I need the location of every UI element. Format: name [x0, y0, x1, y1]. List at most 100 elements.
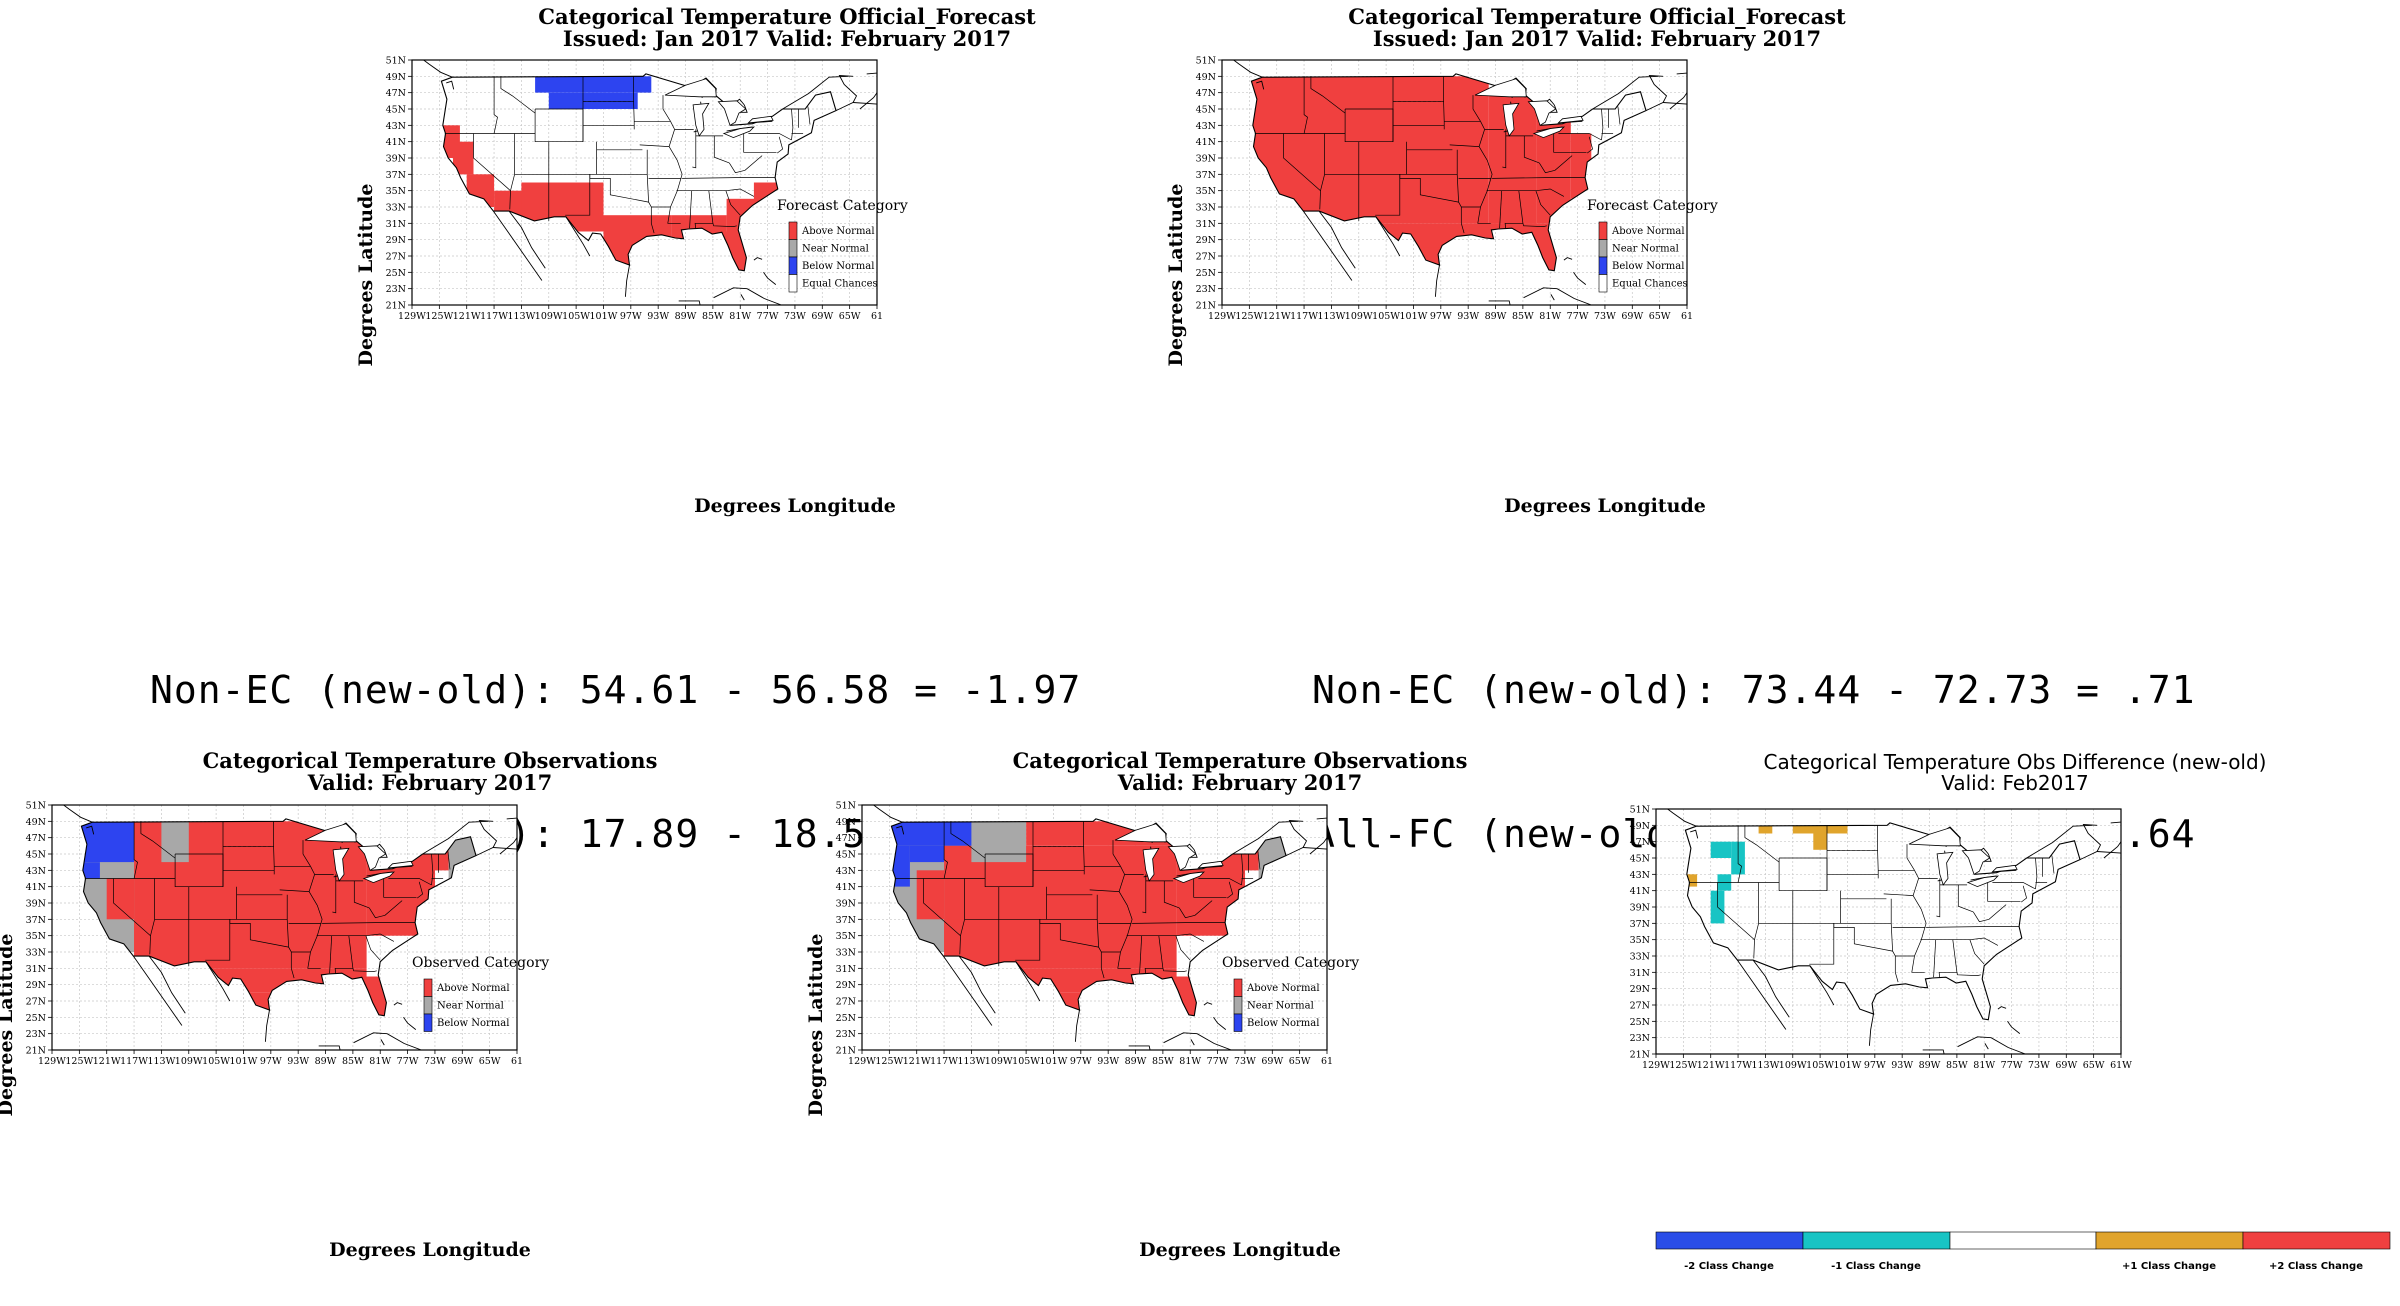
- category-cell-below: [81, 821, 135, 863]
- lon-tick-label: 89W: [1125, 1056, 1147, 1067]
- category-cell-above: [944, 845, 1177, 969]
- coastline: [859, 92, 877, 110]
- lon-tick-label: 85W: [1152, 1056, 1174, 1067]
- state-boundary: [1162, 968, 1187, 972]
- map-frame: [1655, 808, 2122, 1055]
- state-boundary: [1906, 844, 1915, 871]
- lon-tick-label: 77W: [757, 311, 779, 322]
- lon-tick-label: 73W: [424, 1056, 446, 1067]
- lon-tick-label: 73W: [784, 311, 806, 322]
- lat-tick-label: 47N: [1630, 837, 1650, 848]
- coastline: [86, 825, 95, 835]
- state-boundary: [149, 878, 155, 955]
- great-lake: [332, 847, 350, 882]
- great-lake: [1172, 871, 1205, 884]
- legend-item-label: Above Normal: [1611, 226, 1685, 237]
- state-boundary: [1717, 882, 1755, 940]
- state-boundary: [500, 76, 536, 114]
- state-boundary: [273, 821, 275, 875]
- lon-tick-label: 113W: [1317, 311, 1345, 322]
- great-lake: [1527, 100, 1557, 126]
- lat-tick-label: 49N: [1630, 821, 1650, 832]
- legend-swatch: [788, 239, 798, 258]
- coastline: [1015, 961, 1041, 1002]
- map-lines: [63, 805, 517, 1050]
- coastline: [763, 272, 777, 285]
- state-boundary: [1046, 886, 1098, 920]
- coastline: [478, 820, 498, 848]
- lat-tick-label: 43N: [26, 866, 46, 877]
- category-cell-above: [944, 919, 972, 952]
- lon-tick-label: 109W: [175, 1056, 203, 1067]
- colorbar-zero: [1949, 1231, 2097, 1250]
- lon-tick-label: 89W: [315, 1056, 337, 1067]
- colorbar-plus1: [2095, 1231, 2244, 1250]
- state-boundary: [950, 821, 986, 859]
- great-lake: [1966, 875, 1999, 888]
- state-boundary: [1443, 76, 1445, 130]
- state-boundary: [353, 880, 370, 909]
- lon-tick-label: 113W: [1751, 1060, 1779, 1071]
- coastline: [1982, 853, 1992, 862]
- lon-tick-label: 105W: [1806, 1060, 1834, 1071]
- lat-tick-label: 39N: [386, 154, 406, 165]
- lon-tick-label: 65W: [839, 311, 861, 322]
- great-lake: [1961, 849, 1991, 875]
- legend-swatch: [788, 221, 798, 240]
- state-boundary: [1198, 878, 1242, 886]
- great-lake: [1114, 823, 1167, 843]
- state-boundary: [596, 141, 648, 175]
- lon-tick-label: 97W: [1430, 311, 1452, 322]
- map-lines: [873, 805, 1327, 1050]
- legend-title: Forecast Category: [777, 198, 908, 214]
- lon-tick-label: 125W: [425, 311, 453, 322]
- lon-tick-label: 129W: [398, 311, 426, 322]
- legend-swatch: [423, 1013, 433, 1032]
- state-boundary: [1992, 882, 2036, 890]
- legend-item-label: Equal Chances: [802, 279, 878, 290]
- coastline: [508, 210, 546, 269]
- lon-tick-label: 81W: [1539, 311, 1561, 322]
- state-boundary: [565, 174, 591, 216]
- state-boundary: [473, 133, 511, 191]
- state-boundary: [694, 190, 714, 230]
- great-lake: [1991, 864, 2018, 873]
- state-boundary: [589, 174, 649, 203]
- lat-tick-label: 27N: [386, 252, 406, 263]
- coastline: [565, 216, 591, 257]
- lon-tick-label: 109W: [1345, 311, 1373, 322]
- legend-item-label: Above Normal: [1246, 983, 1320, 994]
- state-boundary: [676, 188, 755, 197]
- forecast-map-new-svg: Categorical Temperature Official_Forecas…: [1165, 4, 1846, 517]
- lat-tick-label: 39N: [1630, 903, 1650, 914]
- lon-tick-label: 65W: [479, 1056, 501, 1067]
- lat-tick-label: 47N: [386, 88, 406, 99]
- lat-tick-label: 45N: [1196, 105, 1216, 116]
- lon-tick-label: 101W: [230, 1056, 258, 1067]
- observed-map-new: Categorical Temperature Observations Val…: [805, 745, 1630, 1275]
- category-cell-below: [81, 862, 100, 879]
- colorbar-minus1: [1802, 1231, 1951, 1250]
- coastline: [1303, 210, 1353, 281]
- state-boundary: [1558, 133, 1602, 141]
- coastline: [1256, 80, 1265, 90]
- lat-tick-label: 31N: [836, 964, 856, 975]
- state-boundary: [352, 968, 377, 972]
- state-boundary: [1523, 135, 1540, 164]
- state-boundary: [1486, 188, 1565, 197]
- lon-tick-label: 109W: [985, 1056, 1013, 1067]
- state-boundary: [334, 935, 354, 975]
- lat-tick-label: 29N: [1630, 984, 1650, 995]
- lon-tick-label: 109W: [1779, 1060, 1807, 1071]
- coastline: [264, 1009, 270, 1042]
- state-boundary: [1142, 874, 1147, 914]
- state-boundary: [743, 133, 777, 153]
- coastline: [1233, 60, 1263, 78]
- lat-tick-label: 35N: [1196, 186, 1216, 197]
- lat-tick-label: 25N: [26, 1013, 46, 1024]
- great-lake: [1532, 126, 1565, 139]
- lon-tick-label: 129W: [848, 1056, 876, 1067]
- lat-tick-label: 49N: [1196, 72, 1216, 83]
- category-cell-plus1: [1792, 825, 1848, 834]
- lat-tick-label: 31N: [1630, 968, 1650, 979]
